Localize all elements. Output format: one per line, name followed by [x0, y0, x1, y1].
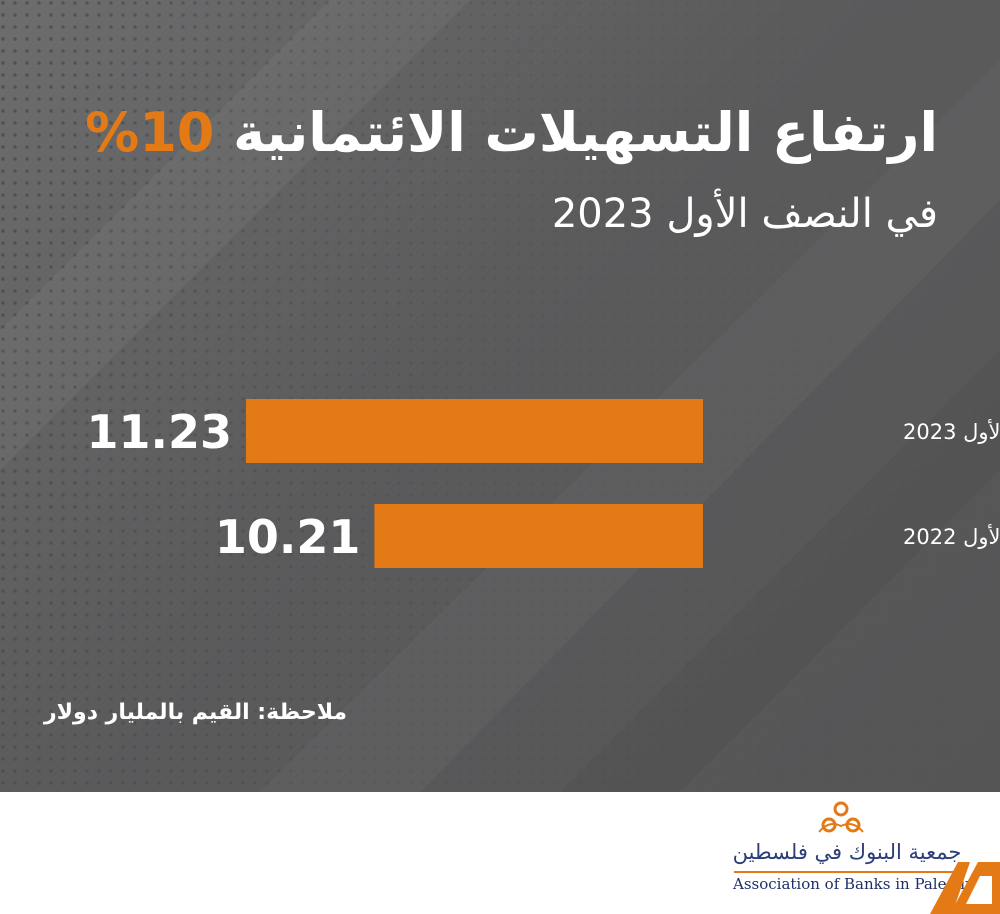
bar-0: [246, 399, 703, 463]
abp-corner-badge-icon: [930, 862, 1000, 914]
value-label-1: 10.21: [215, 510, 361, 564]
infographic-panel: ارتفاع التسهيلات الائتمانية 10% في النصف…: [0, 0, 1000, 792]
logo-arabic-name: جمعية البنوك في فلسطين: [732, 840, 962, 864]
background-pattern: [0, 0, 1000, 792]
title-text: ارتفاع التسهيلات الائتمانية: [233, 101, 938, 164]
unit-note: ملاحظة: القيم بالمليار دولار: [44, 700, 348, 725]
abp-logo-icon: [818, 801, 864, 833]
footer: [0, 792, 1000, 914]
chart-subtitle: في النصف الأول 2023: [551, 191, 938, 237]
value-label-0: 11.23: [86, 405, 232, 459]
category-label-1: النصف الأول 2022: [903, 524, 1000, 549]
bar-1: [374, 504, 703, 568]
logo-divider: [734, 871, 960, 873]
bar-chart: 11.23 النصف الأول 2023 10.21 النصف الأول 20…: [86, 399, 1000, 568]
chart-title: ارتفاع التسهيلات الائتمانية 10%: [85, 98, 938, 168]
category-label-0: النصف الأول 2023: [903, 419, 1000, 444]
logo-english-name: Association of Banks in Palestine: [733, 875, 984, 893]
title-accent-percent: 10%: [85, 101, 215, 164]
